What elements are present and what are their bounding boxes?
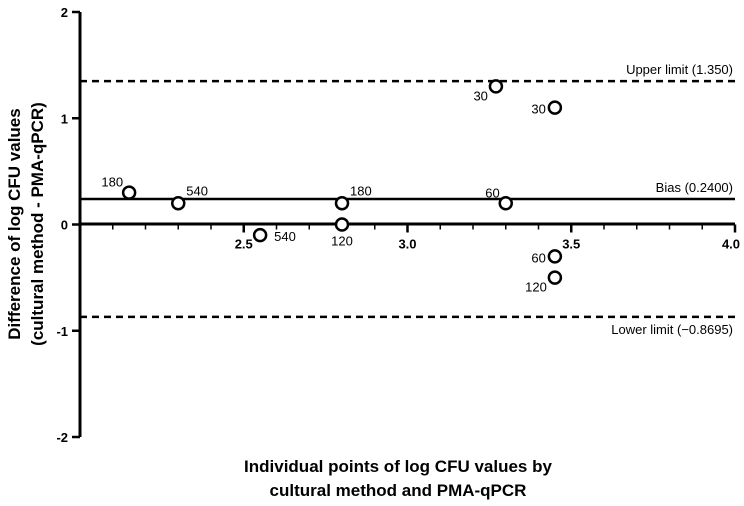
- data-point: [547, 100, 563, 115]
- x-tick-label: 4.0: [722, 237, 740, 252]
- data-point-label: 540: [186, 183, 208, 198]
- x-axis-title-line2: cultural method and PMA-qPCR: [270, 481, 527, 500]
- data-point-label: 60: [485, 185, 499, 200]
- ticks: 2.5 3.0 3.5 4.0 2 1 0 -1 -2: [56, 5, 740, 445]
- x-tick-label: 2.5: [235, 237, 253, 252]
- data-point: [547, 270, 563, 285]
- data-point: [334, 217, 350, 232]
- data-point-label: 180: [350, 183, 372, 198]
- ref-label-bias: Bias (0.2400): [656, 180, 733, 195]
- data-point-label: 30: [473, 88, 487, 103]
- data-point-label: 120: [525, 280, 547, 295]
- data-point: [252, 227, 268, 243]
- ref-label-upper: Upper limit (1.350): [626, 62, 733, 77]
- data-point: [488, 79, 504, 94]
- data-point-label: 60: [531, 250, 545, 265]
- y-axis-title-line2: (cultural method - PMA-qPCR): [28, 102, 47, 346]
- data-point: [121, 185, 137, 200]
- x-tick-label: 3.0: [398, 237, 416, 252]
- y-tick-label: -2: [56, 430, 68, 445]
- y-tick-label: 0: [61, 218, 68, 233]
- x-tick-label: 3.5: [562, 237, 580, 252]
- data-point-label: 30: [531, 102, 545, 117]
- x-axis-title-line1: Individual points of log CFU values by: [244, 457, 552, 476]
- data-point-label: 180: [101, 175, 123, 190]
- ref-label-lower: Lower limit (−0.8695): [611, 322, 733, 337]
- y-axis-title-line1: Difference of log CFU values: [5, 108, 24, 339]
- data-point: [334, 196, 350, 211]
- data-points: 180 540 540 180 120 30 60 30 60 120: [101, 79, 563, 295]
- data-point-label: 540: [274, 229, 296, 244]
- reference-lines: Upper limit (1.350) Bias (0.2400) Lower li…: [80, 62, 735, 337]
- y-tick-label: 1: [61, 111, 68, 126]
- y-tick-label: 2: [61, 5, 68, 20]
- data-point: [547, 249, 563, 264]
- y-tick-label: -1: [56, 324, 68, 339]
- data-point: [171, 196, 186, 211]
- data-point: [498, 196, 513, 211]
- data-point-label: 120: [331, 234, 353, 249]
